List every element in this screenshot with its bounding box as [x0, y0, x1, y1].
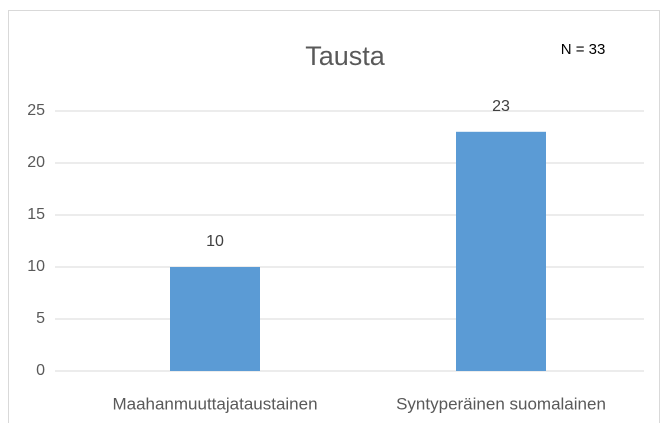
y-tick-label: 10: [27, 258, 45, 275]
y-tick-label: 15: [27, 206, 45, 223]
y-tick-label: 25: [27, 102, 45, 119]
y-tick-label: 5: [36, 310, 45, 327]
y-tick-label: 0: [36, 362, 45, 379]
x-tick-label: Syntyperäinen suomalainen: [396, 394, 606, 413]
data-label: 23: [492, 98, 510, 115]
chart-border: [8, 10, 660, 423]
data-label: 10: [206, 233, 224, 250]
annotation: N = 33: [561, 41, 606, 58]
bar: [170, 267, 260, 371]
y-tick-label: 20: [27, 154, 45, 171]
chart-title: Tausta: [305, 41, 386, 71]
bar: [456, 131, 546, 371]
x-tick-label: Maahanmuuttajataustainen: [112, 394, 317, 413]
